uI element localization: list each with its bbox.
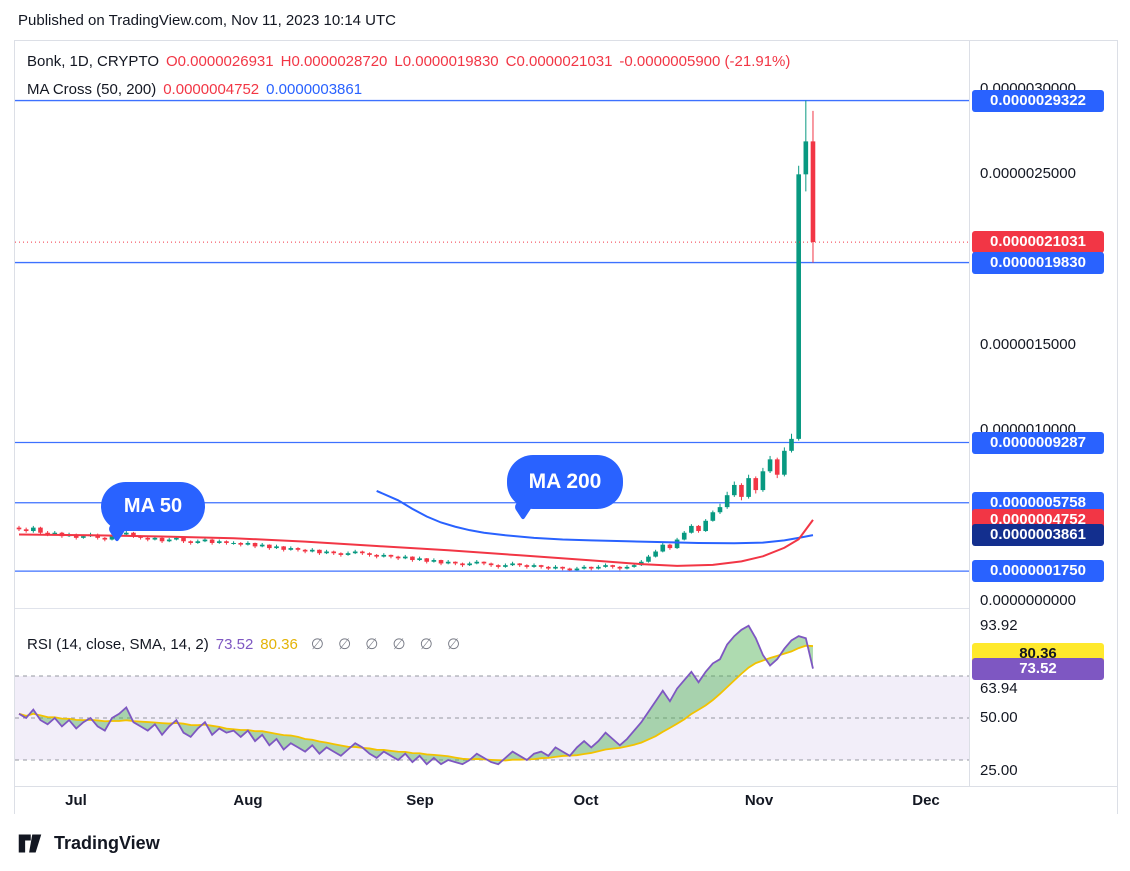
price-badge: 0.0000001750 (972, 560, 1104, 583)
month-label: Sep (406, 792, 434, 809)
ohlc-change: -0.0000005900 (-21.91%) (619, 53, 791, 70)
price-badge: 0.0000029322 (972, 89, 1104, 112)
tradingview-attribution[interactable]: TradingView (18, 832, 160, 855)
ohlc-high: H0.0000028720 (280, 53, 388, 70)
symbol-legend[interactable]: Bonk, 1D, CRYPTO O0.0000026931 H0.000002… (27, 53, 790, 70)
price-badge: 0.0000003861 (972, 524, 1104, 547)
ma200-line[interactable] (376, 490, 814, 545)
rsi-sma-legend-value: 80.36 (260, 636, 298, 653)
price-pane[interactable] (15, 41, 969, 609)
ma-cross-legend[interactable]: MA Cross (50, 200) 0.0000004752 0.000000… (27, 81, 362, 98)
ohlc-low: L0.0000019830 (394, 53, 499, 70)
price-tick-label: 0.0000015000 (980, 336, 1076, 353)
ma200-legend-value: 0.0000003861 (266, 81, 363, 98)
month-label: Oct (573, 792, 599, 809)
rsi-tick-label: 63.94 (980, 679, 1018, 697)
ma50-line[interactable] (18, 519, 814, 567)
price-badge: 0.0000021031 (972, 231, 1104, 254)
price-badge: 0.0000009287 (972, 431, 1104, 454)
tradingview-logo-icon (18, 834, 42, 853)
rsi-legend-value: 73.52 (215, 636, 254, 653)
month-label: Aug (233, 792, 263, 809)
chart-container: 0.0000030000 0.0000025000 0.0000015000 0.00… (14, 40, 1118, 814)
time-axis[interactable]: Jul Aug Sep Oct Nov Dec (15, 786, 1117, 814)
rsi-tick-label: 50.00 (980, 709, 1018, 726)
price-axis-column[interactable]: 0.0000030000 0.0000025000 0.0000015000 0.00… (969, 41, 1117, 786)
ma50-legend-value: 0.0000004752 (163, 81, 260, 98)
rsi-line (18, 624, 814, 766)
ma200-callout[interactable]: MA 200 (507, 455, 623, 509)
ma-cross-label[interactable]: MA Cross (50, 200) (27, 81, 157, 98)
rsi-tick-label: 93.92 (980, 616, 1018, 634)
price-tick-label: 0.0000000000 (980, 592, 1076, 609)
ma50-callout[interactable]: MA 50 (101, 482, 205, 531)
price-tick-label: 0.0000025000 (980, 165, 1076, 183)
pane-divider[interactable] (15, 608, 969, 609)
candles-series (16, 100, 816, 571)
month-label: Dec (912, 792, 940, 809)
symbol-title[interactable]: Bonk, 1D, CRYPTO (27, 53, 159, 70)
price-badge: 0.0000005758 (972, 491, 1104, 514)
month-label: Jul (65, 792, 87, 809)
rsi-label[interactable]: RSI (14, close, SMA, 14, 2) (27, 636, 209, 653)
ohlc-open: O0.0000026931 (166, 53, 274, 70)
month-label: Nov (744, 792, 774, 809)
rsi-pane[interactable] (15, 609, 969, 786)
rsi-empty-values: ∅ ∅ ∅ ∅ ∅ ∅ (310, 636, 461, 653)
rsi-tick-label: 25.00 (980, 761, 1018, 779)
ohlc-close: C0.0000021031 (505, 53, 613, 70)
tradingview-brand-text: TradingView (54, 833, 160, 853)
rsi-legend[interactable]: RSI (14, close, SMA, 14, 2) 73.52 80.36 … (27, 635, 460, 653)
price-badge: 0.0000019830 (972, 251, 1104, 274)
rsi-sma-line (18, 644, 814, 762)
rsi-badge: 73.52 (972, 657, 1104, 680)
published-line: Published on TradingView.com, Nov 11, 20… (18, 12, 397, 29)
